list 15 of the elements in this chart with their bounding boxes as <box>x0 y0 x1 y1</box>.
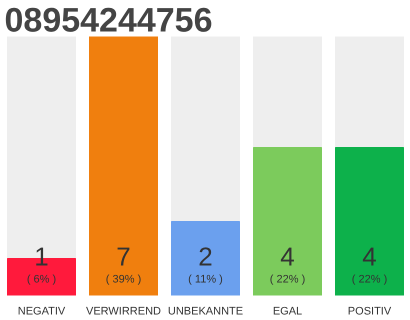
annotation: ( 11% ) <box>188 274 223 286</box>
x-tick-label: EGAL <box>272 306 302 318</box>
annotation: ( 39% ) <box>106 274 142 286</box>
x-tick-label: NEGATIV <box>18 306 66 318</box>
annotation: ( 6% ) <box>26 274 56 286</box>
annotation: ( 22% ) <box>352 274 388 286</box>
data-label: 7 <box>116 242 131 272</box>
x-tick-label: VERWIRREND <box>86 306 162 318</box>
chart-title: 08954244756 <box>4 2 213 40</box>
x-tick-label: UNBEKANNTE <box>168 306 244 318</box>
data-label: 4 <box>280 242 295 272</box>
annotation: ( 22% ) <box>270 274 306 286</box>
data-label: 2 <box>198 242 213 272</box>
data-label: 4 <box>362 242 377 272</box>
x-tick-label: POSITIV <box>348 306 392 318</box>
